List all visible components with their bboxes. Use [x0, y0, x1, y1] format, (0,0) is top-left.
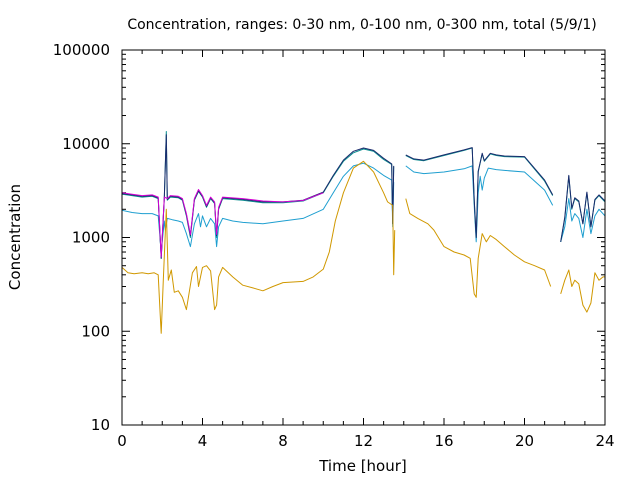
series-line-4 [121, 160, 396, 334]
y-axis-label: Concentration [6, 184, 24, 290]
series-line-4 [405, 198, 552, 298]
x-tick-label: 20 [515, 432, 534, 450]
x-tick-label: 4 [198, 432, 208, 450]
x-tick-label: 0 [117, 432, 127, 450]
y-tick-label: 1000 [72, 229, 110, 247]
series-line-4 [560, 269, 605, 313]
x-tick-label: 12 [354, 432, 373, 450]
series-line-0 [405, 165, 554, 243]
x-tick-label: 24 [595, 432, 614, 450]
y-tick-label: 10000 [62, 135, 110, 153]
axis-ticks: 0 4 8 12 16 20 24 10 100 1000 10000 100000 [53, 41, 615, 450]
x-tick-label: 16 [434, 432, 453, 450]
chart-title: Concentration, ranges: 0-30 nm, 0-100 nm… [127, 17, 596, 33]
x-tick-label: 8 [278, 432, 288, 450]
series-line-0 [121, 162, 395, 253]
y-tick-label: 100 [81, 322, 110, 340]
series-line-2 [405, 147, 554, 238]
series-line-2 [560, 174, 606, 242]
y-tick-label: 100000 [53, 41, 110, 59]
y-tick-label: 10 [91, 416, 110, 434]
series-line-0 [560, 198, 606, 242]
x-axis-label: Time [hour] [318, 457, 407, 475]
plot-frame [121, 49, 606, 426]
series-line-3 [121, 189, 324, 258]
series-group [121, 131, 606, 334]
